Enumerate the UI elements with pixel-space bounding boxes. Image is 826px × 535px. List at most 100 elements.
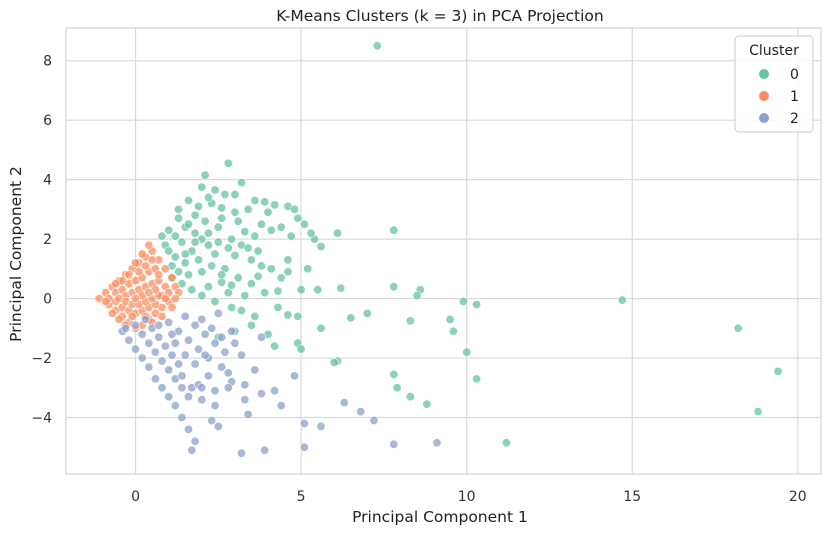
x-axis-ticks: 0 5 10 15 20 — [131, 489, 807, 505]
cluster-2-point — [154, 332, 164, 342]
cluster-0-point — [217, 203, 227, 213]
cluster-0-point — [174, 204, 184, 214]
cluster-2-point — [243, 409, 253, 419]
cluster-0-point — [299, 219, 309, 229]
cluster-2-point — [164, 365, 174, 375]
cluster-0-point — [197, 291, 207, 301]
cluster-2-point — [432, 438, 442, 448]
cluster-0-point — [293, 213, 303, 223]
cluster-1-point — [160, 294, 170, 304]
cluster-0-point — [213, 222, 223, 232]
cluster-0-point — [286, 231, 296, 241]
cluster-0-point — [237, 305, 247, 315]
cluster-0-point — [157, 231, 167, 241]
cluster-0-point — [174, 267, 184, 277]
y-tick-label: −4 — [31, 411, 52, 427]
cluster-1-point — [170, 294, 180, 304]
cluster-0-point — [306, 228, 316, 238]
cluster-2-point — [197, 395, 207, 405]
cluster-1-point — [167, 302, 177, 312]
cluster-2-point — [180, 311, 190, 321]
cluster-1-point — [107, 308, 117, 318]
cluster-1-point — [124, 270, 134, 280]
cluster-2-point — [240, 395, 250, 405]
cluster-2-point — [157, 356, 167, 366]
cluster-2-point — [170, 401, 180, 411]
cluster-0-point — [448, 326, 458, 336]
cluster-0-point — [207, 261, 217, 271]
cluster-2-point — [121, 323, 131, 333]
y-tick-label: 6 — [43, 113, 52, 129]
cluster-0-point — [329, 357, 339, 367]
cluster-0-point — [273, 286, 283, 296]
cluster-1-point — [134, 267, 144, 277]
cluster-0-point — [246, 279, 256, 289]
cluster-0-point — [187, 285, 197, 295]
cluster-2-point — [220, 347, 230, 357]
cluster-0-point — [293, 311, 303, 321]
cluster-2-point — [137, 329, 147, 339]
cluster-0-point — [217, 270, 227, 280]
cluster-2-point — [131, 320, 141, 330]
cluster-2-point — [389, 439, 399, 449]
cluster-2-point — [207, 415, 217, 425]
cluster-0-point — [250, 311, 260, 321]
cluster-0-point — [445, 314, 455, 324]
cluster-2-point — [141, 314, 151, 324]
y-axis-title: Principal Component 2 — [7, 166, 25, 342]
cluster-0-point — [233, 273, 243, 283]
cluster-0-point — [458, 296, 468, 306]
cluster-0-point — [253, 246, 263, 256]
cluster-0-point — [190, 228, 200, 238]
cluster-0-point — [240, 227, 250, 237]
y-axis-ticks: −4 −2 0 2 4 6 8 — [31, 54, 52, 427]
cluster-0-point — [174, 213, 184, 223]
cluster-0-point — [203, 228, 213, 238]
cluster-0-point — [422, 399, 432, 409]
cluster-0-point — [266, 264, 276, 274]
cluster-2-point — [194, 344, 204, 354]
cluster-2-point — [144, 362, 154, 372]
cluster-2-point — [144, 338, 154, 348]
cluster-0-point — [276, 222, 286, 232]
cluster-0-point — [389, 282, 399, 292]
cluster-0-point — [246, 255, 256, 265]
legend: Cluster 0 1 2 — [734, 35, 814, 133]
cluster-2-point — [223, 368, 233, 378]
cluster-0-point — [389, 225, 399, 235]
cluster-0-point — [372, 41, 382, 51]
cluster-0-point — [164, 246, 174, 256]
cluster-0-point — [392, 383, 402, 393]
cluster-0-point — [276, 273, 286, 283]
cluster-0-point — [230, 190, 240, 200]
cluster-0-point — [362, 308, 372, 318]
cluster-2-point — [190, 359, 200, 369]
legend-marker-0 — [759, 69, 769, 79]
cluster-1-point — [141, 261, 151, 271]
cluster-2-point — [289, 371, 299, 381]
cluster-0-point — [270, 341, 280, 351]
cluster-0-point — [412, 291, 422, 301]
cluster-2-point — [203, 371, 213, 381]
cluster-0-point — [210, 185, 220, 195]
legend-label-2: 2 — [790, 111, 799, 127]
cluster-2-point — [167, 329, 177, 339]
cluster-0-point — [217, 213, 227, 223]
cluster-0-point — [472, 299, 482, 309]
y-tick-label: 0 — [43, 292, 52, 308]
cluster-0-point — [250, 196, 260, 206]
cluster-2-point — [217, 332, 227, 342]
cluster-2-point — [316, 421, 326, 431]
cluster-0-point — [233, 216, 243, 226]
y-tick-label: −2 — [31, 351, 52, 367]
cluster-0-point — [223, 158, 233, 168]
cluster-2-point — [210, 401, 220, 411]
y-tick-label: 2 — [43, 232, 52, 248]
cluster-0-point — [170, 252, 180, 262]
cluster-0-point — [283, 255, 293, 265]
cluster-0-point — [213, 237, 223, 247]
cluster-0-point — [260, 197, 270, 207]
cluster-1-point — [111, 279, 121, 289]
cluster-0-point — [462, 347, 472, 357]
plot-area — [65, 27, 822, 475]
